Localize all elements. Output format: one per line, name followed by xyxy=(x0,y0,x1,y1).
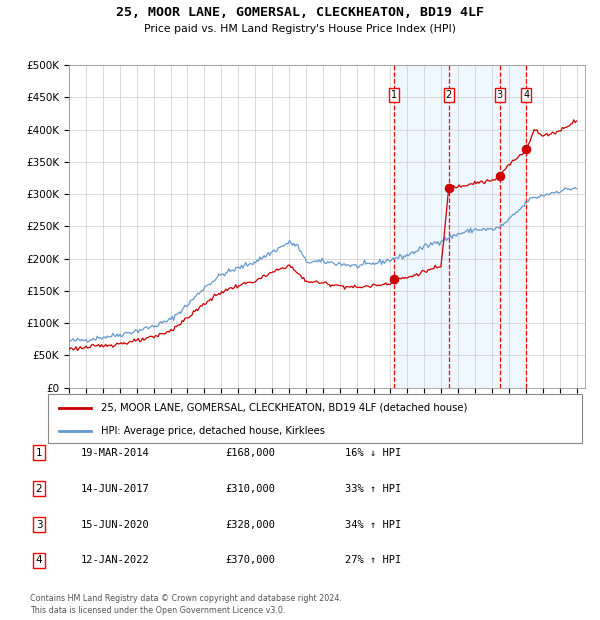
Text: 4: 4 xyxy=(523,91,529,100)
Point xyxy=(521,144,531,154)
Text: £328,000: £328,000 xyxy=(225,520,275,529)
Bar xyxy=(394,65,526,388)
Text: 14-JUN-2017: 14-JUN-2017 xyxy=(81,484,150,494)
Text: 25, MOOR LANE, GOMERSAL, CLECKHEATON, BD19 4LF (detached house): 25, MOOR LANE, GOMERSAL, CLECKHEATON, BD… xyxy=(101,402,468,412)
Text: 16% ↓ HPI: 16% ↓ HPI xyxy=(345,448,401,458)
Text: Contains HM Land Registry data © Crown copyright and database right 2024.
This d: Contains HM Land Registry data © Crown c… xyxy=(30,594,342,615)
Text: 1: 1 xyxy=(391,91,397,100)
Text: 3: 3 xyxy=(497,91,503,100)
Point xyxy=(495,171,505,181)
Text: 3: 3 xyxy=(35,520,43,529)
Text: £168,000: £168,000 xyxy=(225,448,275,458)
Point xyxy=(389,274,399,284)
Text: 15-JUN-2020: 15-JUN-2020 xyxy=(81,520,150,529)
Text: 1: 1 xyxy=(35,448,43,458)
Text: £310,000: £310,000 xyxy=(225,484,275,494)
Text: 19-MAR-2014: 19-MAR-2014 xyxy=(81,448,150,458)
Text: 33% ↑ HPI: 33% ↑ HPI xyxy=(345,484,401,494)
Text: Price paid vs. HM Land Registry's House Price Index (HPI): Price paid vs. HM Land Registry's House … xyxy=(144,24,456,33)
Text: 12-JAN-2022: 12-JAN-2022 xyxy=(81,556,150,565)
Text: HPI: Average price, detached house, Kirklees: HPI: Average price, detached house, Kirk… xyxy=(101,426,325,436)
Text: 27% ↑ HPI: 27% ↑ HPI xyxy=(345,556,401,565)
Point xyxy=(444,183,454,193)
Text: 2: 2 xyxy=(35,484,43,494)
Text: 34% ↑ HPI: 34% ↑ HPI xyxy=(345,520,401,529)
FancyBboxPatch shape xyxy=(48,394,582,443)
Text: 25, MOOR LANE, GOMERSAL, CLECKHEATON, BD19 4LF: 25, MOOR LANE, GOMERSAL, CLECKHEATON, BD… xyxy=(116,6,484,19)
Text: 2: 2 xyxy=(446,91,452,100)
Text: 4: 4 xyxy=(35,556,43,565)
Text: £370,000: £370,000 xyxy=(225,556,275,565)
